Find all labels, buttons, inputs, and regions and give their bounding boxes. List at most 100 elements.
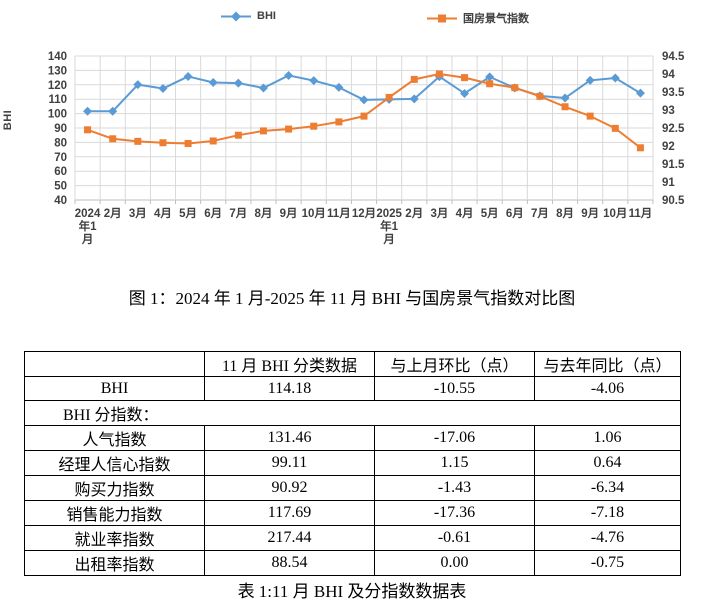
table-cell: -0.61 — [374, 525, 535, 551]
x-axis-label: 2月 — [405, 207, 423, 220]
x-axis-label: 9月 — [581, 207, 599, 220]
series-point-climate-index — [259, 127, 267, 135]
series-point-climate-index — [234, 131, 242, 139]
table-header-cell — [24, 351, 205, 377]
series-point-bhi — [284, 70, 294, 80]
series-point-bhi — [309, 76, 319, 86]
series-point-climate-index — [109, 135, 117, 143]
right-axis-tick-label: 92 — [662, 141, 675, 153]
left-axis-tick-label: 80 — [54, 137, 67, 149]
right-axis-tick-label: 93.5 — [662, 87, 685, 99]
x-axis-label: 5月 — [481, 207, 499, 220]
x-axis-label: 7月 — [229, 207, 247, 220]
series-point-bhi — [635, 88, 645, 98]
table-row: 就业率指数 217.44 -0.61 -4.76 — [24, 525, 681, 551]
left-axis-tick-label: 70 — [54, 152, 67, 164]
table-cell: 99.11 — [204, 450, 375, 476]
left-axis-tick-label: 40 — [54, 195, 67, 207]
series-point-climate-index — [435, 70, 443, 78]
series-point-climate-index — [486, 80, 494, 88]
legend-label-climate-index: 国房景气指数 — [463, 13, 529, 25]
table-cell: 购买力指数 — [24, 475, 205, 501]
right-axis-tick-label: 94.5 — [662, 51, 685, 63]
table-cell: 人气指数 — [24, 425, 205, 451]
table-cell: 销售能力指数 — [24, 500, 205, 526]
series-point-bhi — [585, 75, 595, 85]
table-cell: -1.43 — [374, 475, 535, 501]
legend-item-climate-index: 国房景气指数 — [427, 10, 529, 26]
table-cell: 1.06 — [534, 425, 681, 451]
figure-caption: 图 1：2024 年 1 月-2025 年 11 月 BHI 与国房景气指数对比… — [128, 289, 576, 308]
table-cell: 经理人信心指数 — [24, 450, 205, 476]
table-cell: 88.54 — [204, 550, 375, 576]
series-point-bhi — [158, 84, 168, 94]
series-point-climate-index — [134, 137, 142, 145]
table-section-cell: BHI 分指数： — [24, 400, 681, 426]
series-point-climate-index — [184, 139, 192, 147]
table-cell: -17.36 — [374, 500, 535, 526]
table-cell: -4.06 — [534, 376, 681, 401]
table-cell: 出租率指数 — [24, 550, 205, 576]
x-axis-label: 4月 — [456, 207, 474, 220]
left-axis-tick-label: 110 — [48, 94, 67, 106]
table-row: 销售能力指数 117.69 -17.36 -7.18 — [24, 500, 681, 526]
table-cell: 就业率指数 — [24, 525, 205, 551]
series-point-bhi — [460, 88, 470, 98]
x-axis-label: 3月 — [430, 207, 448, 220]
table-cell: -6.34 — [534, 475, 681, 501]
series-point-bhi — [334, 82, 344, 92]
x-axis-label: 8月 — [255, 207, 273, 220]
left-axis-tick-label: 100 — [48, 109, 67, 121]
x-axis-label: 2024 年1 月 — [75, 208, 101, 246]
series-point-climate-index — [335, 118, 343, 126]
table-cell: 90.92 — [204, 475, 375, 501]
x-axis-label: 11月 — [629, 207, 653, 220]
legend-label-bhi: BHI — [257, 10, 276, 22]
table-header-cell: 与上月环比（点） — [374, 351, 535, 377]
series-point-bhi — [233, 78, 243, 88]
series-point-bhi — [183, 71, 193, 81]
table-caption: 表 1:11 月 BHI 及分指数数据表 — [237, 582, 467, 601]
series-point-climate-index — [159, 139, 167, 147]
series-point-bhi — [108, 106, 118, 116]
series-point-bhi — [83, 106, 93, 116]
left-axis-tick-label: 140 — [48, 51, 67, 63]
table-row: 人气指数 131.46 -17.06 1.06 — [24, 425, 681, 451]
series-point-climate-index — [360, 112, 368, 120]
table-cell: 1.15 — [374, 450, 535, 476]
climate-index-legend-swatch — [427, 14, 457, 22]
series-point-bhi — [133, 80, 143, 90]
series-point-climate-index — [461, 74, 469, 82]
table-cell: 131.46 — [204, 425, 375, 451]
table-cell: 114.18 — [204, 376, 375, 401]
series-point-climate-index — [611, 124, 619, 132]
series-point-climate-index — [536, 92, 544, 100]
left-axis-tick-label: 90 — [54, 123, 67, 135]
table-section-row: BHI 分指数： — [24, 400, 681, 426]
series-point-climate-index — [285, 125, 293, 133]
table-header-cell: 11 月 BHI 分类数据 — [204, 351, 375, 377]
table-header-cell: 与去年同比（点） — [534, 351, 681, 377]
x-axis-label: 6月 — [506, 207, 524, 220]
left-axis-tick-label: 60 — [54, 166, 67, 178]
table-row: BHI 114.18 -10.55 -4.06 — [24, 376, 681, 401]
table-cell: 117.69 — [204, 500, 375, 526]
x-axis-label: 3月 — [129, 207, 147, 220]
series-point-bhi — [409, 94, 419, 104]
right-axis-tick-label: 92.5 — [662, 123, 685, 135]
x-axis-label: 12月 — [352, 207, 376, 220]
left-axis-tick-label: 50 — [54, 181, 67, 193]
table-cell: -10.55 — [374, 376, 535, 401]
right-axis-tick-label: 94 — [662, 69, 675, 81]
series-point-bhi — [208, 77, 218, 87]
table-cell: -0.75 — [534, 550, 681, 576]
table-cell: -17.06 — [374, 425, 535, 451]
table-header-row: 11 月 BHI 分类数据 与上月环比（点） 与去年同比（点） — [24, 351, 681, 377]
bhi-legend-swatch — [221, 11, 251, 21]
bhi-data-table-body: 11 月 BHI 分类数据 与上月环比（点） 与去年同比（点） BHI 114.18 -1… — [24, 351, 681, 576]
series-point-climate-index — [511, 84, 519, 92]
series-point-climate-index — [586, 112, 594, 120]
table-cell: 217.44 — [204, 525, 375, 551]
table-cell: -7.18 — [534, 500, 681, 526]
